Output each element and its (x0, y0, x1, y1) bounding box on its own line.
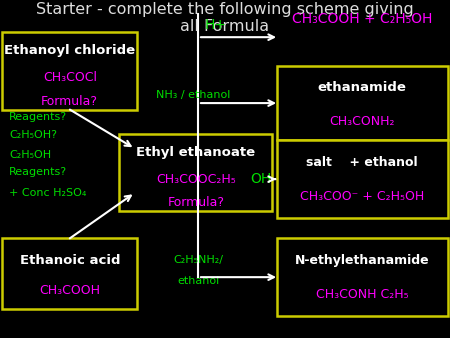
Text: CH₃CONH C₂H₅: CH₃CONH C₂H₅ (316, 288, 409, 300)
Text: CH₃COO⁻ + C₂H₅OH: CH₃COO⁻ + C₂H₅OH (300, 190, 424, 202)
Text: + Conc H₂SO₄: + Conc H₂SO₄ (9, 188, 86, 198)
Text: Formula?: Formula? (41, 95, 98, 108)
Text: CH₃COCl: CH₃COCl (43, 71, 97, 84)
Text: CH₃COOH + C₂H₅OH: CH₃COOH + C₂H₅OH (292, 11, 433, 26)
Text: C₂H₅OH: C₂H₅OH (9, 150, 51, 161)
Text: NH₃ / ethanol: NH₃ / ethanol (156, 90, 231, 100)
Text: C₂H₅OH?: C₂H₅OH? (9, 130, 57, 140)
FancyBboxPatch shape (119, 134, 272, 211)
Text: CH₃COOC₂H₅: CH₃COOC₂H₅ (156, 173, 236, 186)
Text: Reagents?: Reagents? (9, 167, 67, 177)
Text: ethanamide: ethanamide (318, 81, 407, 94)
FancyBboxPatch shape (2, 238, 137, 309)
Text: all Formula: all Formula (180, 19, 270, 33)
FancyBboxPatch shape (277, 66, 448, 140)
Text: Ethanoic acid: Ethanoic acid (19, 254, 120, 267)
Text: ethanol: ethanol (177, 275, 219, 286)
Text: CH₃COOH: CH₃COOH (39, 284, 100, 297)
FancyBboxPatch shape (2, 32, 137, 110)
Text: Starter - complete the following scheme giving: Starter - complete the following scheme … (36, 2, 414, 17)
FancyBboxPatch shape (277, 238, 448, 316)
FancyBboxPatch shape (277, 140, 448, 218)
Text: Ethanoyl chloride: Ethanoyl chloride (4, 44, 135, 57)
Text: N-ethylethanamide: N-ethylethanamide (295, 254, 430, 267)
Text: salt    + ethanol: salt + ethanol (306, 156, 418, 169)
Text: Reagents?: Reagents? (9, 112, 67, 122)
Text: C₂H₅NH₂/: C₂H₅NH₂/ (173, 255, 223, 265)
Text: OH-: OH- (250, 172, 276, 186)
Text: H+: H+ (205, 18, 227, 32)
Text: Ethyl ethanoate: Ethyl ethanoate (136, 146, 255, 159)
Text: CH₃CONH₂: CH₃CONH₂ (329, 115, 395, 128)
Text: Formula?: Formula? (167, 196, 224, 209)
